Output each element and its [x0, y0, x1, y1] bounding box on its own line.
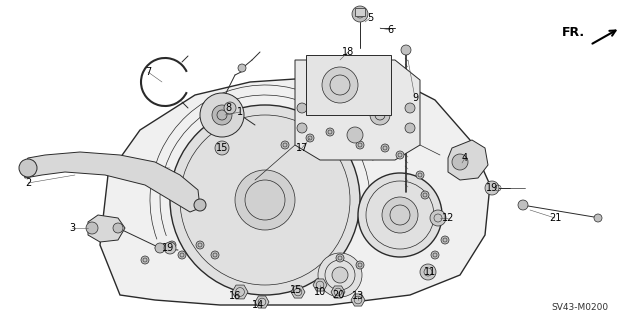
Circle shape	[164, 242, 176, 254]
Text: 19: 19	[162, 243, 174, 253]
Circle shape	[452, 154, 468, 170]
Circle shape	[215, 141, 229, 155]
Polygon shape	[313, 279, 327, 291]
Circle shape	[396, 151, 404, 159]
Polygon shape	[88, 215, 125, 242]
Text: 16: 16	[229, 291, 241, 301]
Text: 21: 21	[549, 213, 561, 223]
Circle shape	[211, 251, 219, 259]
Polygon shape	[291, 286, 305, 298]
Text: 6: 6	[387, 25, 393, 35]
Circle shape	[297, 123, 307, 133]
Circle shape	[336, 254, 344, 262]
Text: SV43-M0200: SV43-M0200	[552, 303, 609, 313]
Circle shape	[212, 105, 232, 125]
Text: 15: 15	[216, 143, 228, 153]
Circle shape	[297, 103, 307, 113]
Text: 18: 18	[342, 47, 354, 57]
Circle shape	[358, 173, 442, 257]
Text: 10: 10	[314, 287, 326, 297]
Circle shape	[347, 127, 363, 143]
Text: 11: 11	[424, 267, 436, 277]
Circle shape	[356, 261, 364, 269]
Text: 15: 15	[290, 285, 302, 295]
Text: 1: 1	[237, 107, 243, 117]
Text: FR.: FR.	[561, 26, 584, 39]
Text: 14: 14	[252, 300, 264, 310]
Circle shape	[326, 128, 334, 136]
Circle shape	[485, 181, 499, 195]
Circle shape	[178, 251, 186, 259]
Polygon shape	[448, 140, 488, 180]
Circle shape	[318, 253, 362, 297]
Circle shape	[200, 93, 244, 137]
Circle shape	[306, 134, 314, 142]
Polygon shape	[22, 152, 200, 212]
Circle shape	[322, 67, 358, 103]
Circle shape	[86, 222, 98, 234]
Circle shape	[441, 236, 449, 244]
Circle shape	[19, 159, 37, 177]
Circle shape	[352, 6, 368, 22]
Circle shape	[594, 214, 602, 222]
Text: 3: 3	[69, 223, 75, 233]
Circle shape	[155, 243, 165, 253]
Circle shape	[168, 241, 176, 249]
Text: 17: 17	[296, 143, 308, 153]
Text: 7: 7	[145, 67, 151, 77]
Circle shape	[170, 105, 360, 295]
Circle shape	[416, 171, 424, 179]
Text: 9: 9	[412, 93, 418, 103]
Polygon shape	[295, 60, 420, 160]
Text: 19: 19	[486, 183, 498, 193]
Circle shape	[141, 256, 149, 264]
Bar	[355, 8, 365, 16]
Circle shape	[420, 264, 436, 280]
Circle shape	[431, 251, 439, 259]
Polygon shape	[232, 285, 248, 299]
Circle shape	[518, 200, 528, 210]
Circle shape	[281, 141, 289, 149]
Circle shape	[356, 141, 364, 149]
Circle shape	[382, 197, 418, 233]
Circle shape	[224, 102, 236, 114]
Circle shape	[370, 105, 390, 125]
Circle shape	[194, 199, 206, 211]
Text: 5: 5	[367, 13, 373, 23]
Circle shape	[430, 210, 446, 226]
Polygon shape	[331, 286, 345, 298]
Circle shape	[196, 241, 204, 249]
Circle shape	[238, 64, 246, 72]
Circle shape	[405, 123, 415, 133]
Text: 12: 12	[442, 213, 454, 223]
Text: 8: 8	[225, 103, 231, 113]
Polygon shape	[100, 75, 490, 305]
Circle shape	[421, 191, 429, 199]
Text: 20: 20	[332, 290, 344, 300]
Circle shape	[401, 45, 411, 55]
Circle shape	[405, 103, 415, 113]
Circle shape	[113, 223, 123, 233]
Circle shape	[381, 144, 389, 152]
Circle shape	[235, 170, 295, 230]
Polygon shape	[255, 296, 269, 308]
Circle shape	[332, 267, 348, 283]
Polygon shape	[351, 294, 365, 306]
Circle shape	[318, 83, 342, 107]
Text: 4: 4	[462, 153, 468, 163]
Text: 13: 13	[352, 291, 364, 301]
Bar	[306, 55, 391, 115]
Text: 2: 2	[25, 178, 31, 188]
